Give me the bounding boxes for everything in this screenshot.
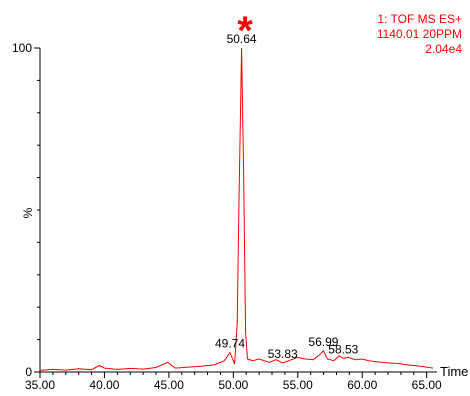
x-tick-label: 45.00 xyxy=(154,378,184,391)
y-tick-label: 100 xyxy=(12,41,32,55)
info-line-scan: 1: TOF MS ES+ xyxy=(377,12,462,26)
y-tick-label: 0 xyxy=(25,365,32,379)
x-tick-label: 55.00 xyxy=(283,378,313,391)
x-tick-label: 35.00 xyxy=(25,378,55,391)
peak-label: 50.64 xyxy=(227,32,257,46)
x-tick-label: 65.00 xyxy=(412,378,442,391)
x-axis-minor-ticks xyxy=(39,372,428,378)
x-axis-label: Time xyxy=(440,364,468,379)
instrument-info: 1: TOF MS ES+ 1140.01 20PPM 2.04e4 xyxy=(377,12,462,57)
peak-marker-asterisk: * xyxy=(237,9,253,53)
x-tick-label: 50.00 xyxy=(218,378,248,391)
chromatogram-trace xyxy=(39,47,434,371)
y-axis-tick-labels: 0 100 xyxy=(12,41,32,379)
peak-label: 56.99 xyxy=(308,335,338,349)
x-tick-label: 60.00 xyxy=(347,378,377,391)
x-tick-label: 40.00 xyxy=(89,378,119,391)
y-axis-label: % xyxy=(21,207,35,218)
peak-label: 53.83 xyxy=(268,347,298,361)
x-axis-tick-labels: 35.00 40.00 45.00 50.00 55.00 60.00 65.00 xyxy=(25,378,442,392)
info-line-intensity: 2.04e4 xyxy=(425,42,462,56)
info-line-mass: 1140.01 20PPM xyxy=(376,27,462,41)
y-axis-minor-ticks xyxy=(34,47,40,373)
peak-label: 49.74 xyxy=(215,337,245,351)
peak-label: 58.53 xyxy=(328,342,358,356)
